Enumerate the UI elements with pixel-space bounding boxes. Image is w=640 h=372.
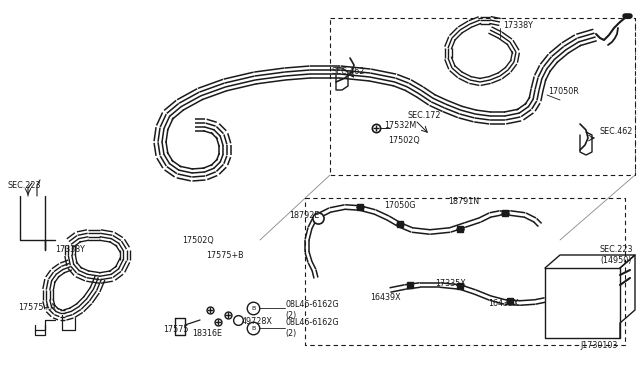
Text: B: B [251, 326, 255, 330]
Text: SEC.172: SEC.172 [408, 110, 442, 119]
Text: B: B [251, 305, 255, 311]
Text: 16439X: 16439X [488, 299, 518, 308]
Text: 17338Y: 17338Y [503, 22, 533, 31]
Text: SEC.462: SEC.462 [332, 67, 365, 77]
Text: SEC.223: SEC.223 [8, 180, 42, 189]
Text: SEC.223
(14950): SEC.223 (14950) [600, 245, 634, 265]
Text: 17575: 17575 [163, 326, 189, 334]
Text: 08L46-6162G
(2): 08L46-6162G (2) [285, 300, 339, 320]
Text: 17502Q: 17502Q [388, 135, 420, 144]
Text: 17050R: 17050R [548, 87, 579, 96]
Text: 49728X: 49728X [242, 317, 273, 327]
Text: 17338Y: 17338Y [55, 246, 85, 254]
Text: 18791N: 18791N [448, 198, 479, 206]
Text: 18316E: 18316E [192, 328, 222, 337]
Text: 08L46-6162G
(2): 08L46-6162G (2) [285, 318, 339, 338]
Text: 17050G: 17050G [384, 202, 415, 211]
Text: 17335X: 17335X [435, 279, 466, 288]
Text: 17575+B: 17575+B [206, 250, 244, 260]
Text: SEC.462: SEC.462 [600, 128, 634, 137]
Text: 17532M: 17532M [384, 121, 416, 129]
Text: J1730103: J1730103 [580, 340, 618, 350]
Text: 17502Q: 17502Q [182, 235, 214, 244]
Text: 17575+A: 17575+A [18, 304, 56, 312]
Text: 18792E: 18792E [290, 211, 320, 219]
Text: 16439X: 16439X [370, 294, 401, 302]
